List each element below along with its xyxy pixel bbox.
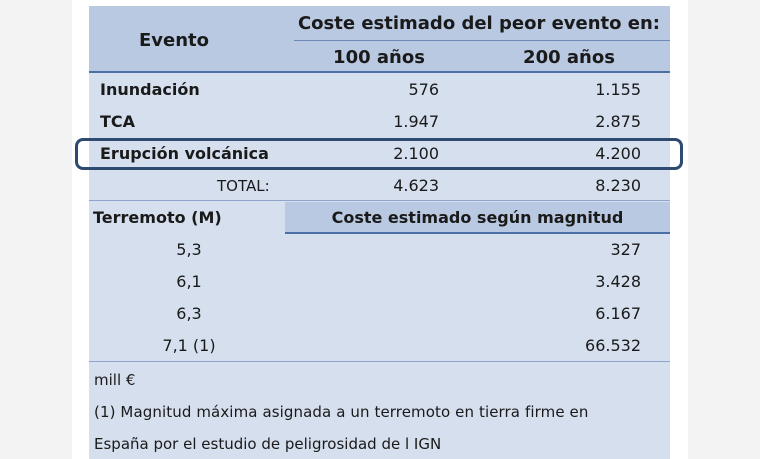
event-value-200: 2.875 (595, 112, 641, 131)
total-value-100: 4.623 (393, 176, 439, 195)
event-value-100: 2.100 (393, 144, 439, 163)
table-bottom-rule (89, 361, 670, 362)
total-rule (89, 200, 670, 201)
coste-magnitud-label: Coste estimado según magnitud (331, 208, 624, 227)
magnitude-value: 7,1 (1) (162, 336, 216, 355)
event-name: Erupción volcánica (100, 144, 269, 163)
total-label: TOTAL: (217, 177, 270, 195)
event-name: Inundación (100, 80, 200, 99)
magnitude-cost: 66.532 (585, 336, 641, 355)
magnitude-cost: 3.428 (595, 272, 641, 291)
earthquake-header-rule (285, 232, 670, 234)
table-header-background (89, 6, 670, 72)
header-200-anos: 200 años (523, 47, 615, 68)
magnitude-cost: 327 (610, 240, 641, 259)
footnote-line-2: España por el estudio de peligrosidad de… (94, 435, 442, 453)
earthquake-header-background (285, 202, 670, 232)
header-coste-title: Coste estimado del peor evento en: (297, 13, 661, 34)
header-100-anos: 100 años (333, 47, 425, 68)
total-value-200: 8.230 (595, 176, 641, 195)
magnitude-value: 6,1 (176, 272, 202, 291)
highlight-box (75, 138, 683, 170)
event-value-100: 1.947 (393, 112, 439, 131)
header-evento: Evento (138, 30, 210, 51)
event-value-100: 576 (408, 80, 439, 99)
event-value-200: 4.200 (595, 144, 641, 163)
header-rule-bottom (89, 71, 670, 73)
cost-table: Evento Coste estimado del peor evento en… (89, 6, 670, 459)
event-value-200: 1.155 (595, 80, 641, 99)
magnitude-value: 6,3 (176, 304, 202, 323)
unit-note: mill € (94, 371, 136, 389)
header-rule-top (294, 40, 670, 41)
event-name: TCA (100, 112, 136, 131)
magnitude-value: 5,3 (176, 240, 202, 259)
footnote-line-1: (1) Magnitud máxima asignada a un terrem… (94, 403, 589, 421)
magnitude-cost: 6.167 (595, 304, 641, 323)
terremoto-label: Terremoto (M) (93, 208, 222, 227)
